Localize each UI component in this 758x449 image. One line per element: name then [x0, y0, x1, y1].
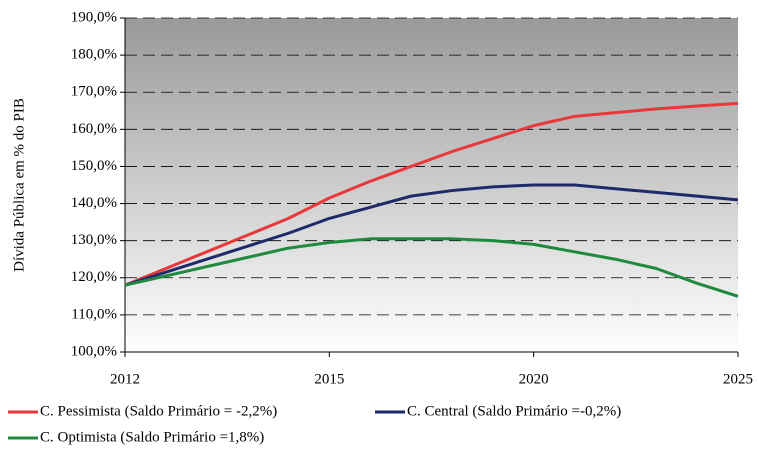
y-axis-title: Dívida Pública em % do PIB [11, 98, 27, 272]
y-tick-label: 150,0% [71, 158, 117, 174]
plot-area [125, 18, 738, 352]
series-line [124, 183, 739, 287]
y-tick-label: 140,0% [71, 195, 117, 211]
x-tick-label: 2015 [314, 371, 344, 387]
y-tick-label: 120,0% [71, 269, 117, 285]
series-line [124, 101, 739, 287]
series-line [124, 237, 739, 298]
x-tick-label: 2020 [519, 371, 549, 387]
legend-label: C. Pessimista (Saldo Primário = -2,2%) [40, 403, 277, 419]
y-tick-label: 160,0% [71, 121, 117, 137]
y-tick-label: 180,0% [71, 47, 117, 63]
y-tick-label: 100,0% [71, 343, 117, 359]
y-tick-label: 170,0% [71, 84, 117, 100]
x-tick-label: 2012 [110, 371, 140, 387]
x-tick-label: 2025 [723, 371, 753, 387]
y-tick-label: 130,0% [71, 232, 117, 248]
y-tick-label: 190,0% [71, 9, 117, 25]
legend-label: C. Optimista (Saldo Primário =1,8%) [40, 429, 264, 445]
legend-label: C. Central (Saldo Primário =-0,2%) [407, 403, 621, 419]
y-tick-label: 110,0% [71, 306, 117, 322]
